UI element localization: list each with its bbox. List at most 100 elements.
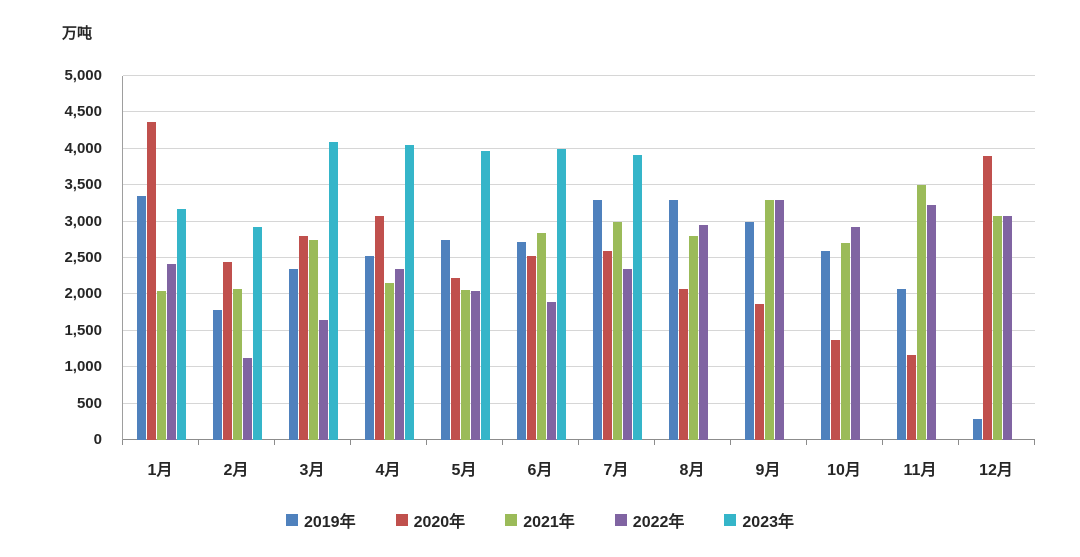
gridline — [123, 220, 1035, 222]
legend-swatch — [614, 514, 627, 526]
bar-2023年-4月 — [404, 145, 414, 440]
bar-2019年-6月 — [516, 241, 526, 440]
bar-group-2月 — [199, 76, 275, 440]
gridline — [123, 366, 1035, 368]
x-axis-tick — [729, 440, 731, 445]
bar-group-11月 — [883, 76, 959, 440]
gridline — [123, 293, 1035, 295]
bar-2019年-5月 — [440, 239, 450, 440]
plot-area — [122, 75, 1035, 440]
bar-2020年-2月 — [222, 261, 232, 440]
x-axis-tick — [654, 440, 655, 445]
bar-2022年-9月 — [774, 199, 784, 440]
legend-item-2019年: 2019年 — [285, 508, 356, 532]
legend-item-2020年: 2020年 — [395, 508, 466, 532]
legend-item-2023年: 2023年 — [724, 508, 794, 532]
x-axis-tick — [350, 440, 351, 445]
y-tick-label: 3,500 — [64, 176, 102, 194]
bar-groups — [123, 76, 1035, 440]
x-axis-tick — [806, 440, 807, 445]
bar-2019年-10月 — [820, 250, 830, 440]
bar-2021年-7月 — [612, 221, 622, 440]
bar-2021年-12月 — [992, 215, 1002, 440]
bar-2019年-4月 — [364, 255, 374, 440]
x-axis-tick — [1034, 440, 1035, 445]
legend-swatch — [395, 514, 408, 526]
bar-group-3月 — [275, 76, 351, 440]
legend-item-2021年: 2021年 — [505, 508, 575, 532]
x-tick-label-3月: 3月 — [299, 462, 325, 479]
bar-2022年-5月 — [470, 290, 480, 440]
bar-2020年-6月 — [526, 255, 536, 440]
gridline — [123, 329, 1035, 331]
y-tick-label: 2,000 — [64, 285, 102, 303]
bar-2022年-4月 — [394, 268, 404, 440]
bar-2020年-1月 — [146, 121, 156, 440]
x-tick-label-4月: 4月 — [375, 462, 401, 479]
bar-2020年-3月 — [298, 236, 308, 440]
bar-2020年-11月 — [906, 354, 916, 440]
bar-group-10月 — [807, 76, 883, 440]
y-tick-label: 1,000 — [64, 358, 102, 376]
bar-2021年-3月 — [308, 239, 318, 440]
x-axis-tick — [958, 440, 959, 445]
bar-2019年-3月 — [288, 268, 298, 440]
y-axis-unit-label: 万吨 — [62, 25, 93, 42]
legend-label: 2020年 — [413, 514, 466, 531]
x-axis-ticks — [122, 440, 1035, 445]
bar-2023年-3月 — [328, 141, 338, 440]
bar-2021年-11月 — [916, 185, 926, 440]
x-axis-tick — [882, 440, 883, 445]
bar-2021年-1月 — [156, 290, 166, 440]
bar-2020年-12月 — [982, 156, 992, 440]
x-tick-label-7月: 7月 — [603, 462, 629, 479]
bar-group-1月 — [123, 76, 199, 440]
bar-2021年-8月 — [688, 236, 698, 440]
bar-group-8月 — [655, 76, 731, 440]
x-axis-tick — [122, 440, 123, 445]
legend-swatch — [724, 514, 737, 526]
y-tick-label: 500 — [76, 394, 102, 412]
x-tick-label-11月: 11月 — [903, 462, 937, 479]
y-tick-label: 5,000 — [64, 67, 102, 84]
y-tick-label: 3,000 — [64, 212, 102, 230]
x-tick-label-9月: 9月 — [755, 462, 781, 479]
gridline — [123, 147, 1035, 149]
bar-2022年-7月 — [622, 268, 632, 440]
bar-2021年-2月 — [232, 288, 242, 440]
bar-group-5月 — [427, 76, 503, 440]
bar-2023年-7月 — [632, 154, 642, 440]
x-axis-tick — [578, 440, 579, 445]
bar-2022年-10月 — [850, 227, 860, 440]
bar-2020年-7月 — [602, 250, 612, 440]
bar-2022年-2月 — [242, 358, 252, 440]
bar-group-4月 — [351, 76, 427, 440]
bar-2022年-6月 — [546, 301, 556, 440]
x-axis-tick — [502, 440, 503, 445]
bar-2023年-5月 — [480, 150, 490, 440]
bar-2021年-4月 — [384, 282, 394, 440]
x-tick-label-8月: 8月 — [679, 462, 705, 479]
gridline — [123, 111, 1035, 113]
legend: 2019年 2020年 2021年 2022年 2023年 — [0, 508, 1080, 532]
legend-label: 2022年 — [632, 514, 685, 531]
bar-2019年-11月 — [896, 288, 906, 440]
x-tick-label-5月: 5月 — [451, 462, 477, 479]
bar-2023年-1月 — [176, 209, 186, 440]
bar-2021年-10月 — [840, 243, 850, 440]
legend-swatch — [505, 514, 518, 526]
bar-2022年-12月 — [1002, 215, 1012, 440]
bar-2021年-9月 — [764, 199, 774, 440]
gridline — [123, 184, 1035, 186]
bar-2023年-2月 — [252, 226, 262, 440]
x-axis-tick — [197, 440, 199, 445]
x-axis-tick — [273, 440, 275, 445]
x-axis-tick — [425, 440, 427, 445]
bar-2019年-8月 — [668, 199, 678, 440]
y-axis: 0 500 1,000 1,500 2,000 2,500 3,000 3,500 4,000 4… — [0, 67, 112, 448]
legend-swatch — [285, 514, 298, 526]
bar-2021年-6月 — [536, 233, 546, 440]
bar-2020年-5月 — [450, 278, 460, 440]
bar-2019年-9月 — [744, 221, 754, 440]
